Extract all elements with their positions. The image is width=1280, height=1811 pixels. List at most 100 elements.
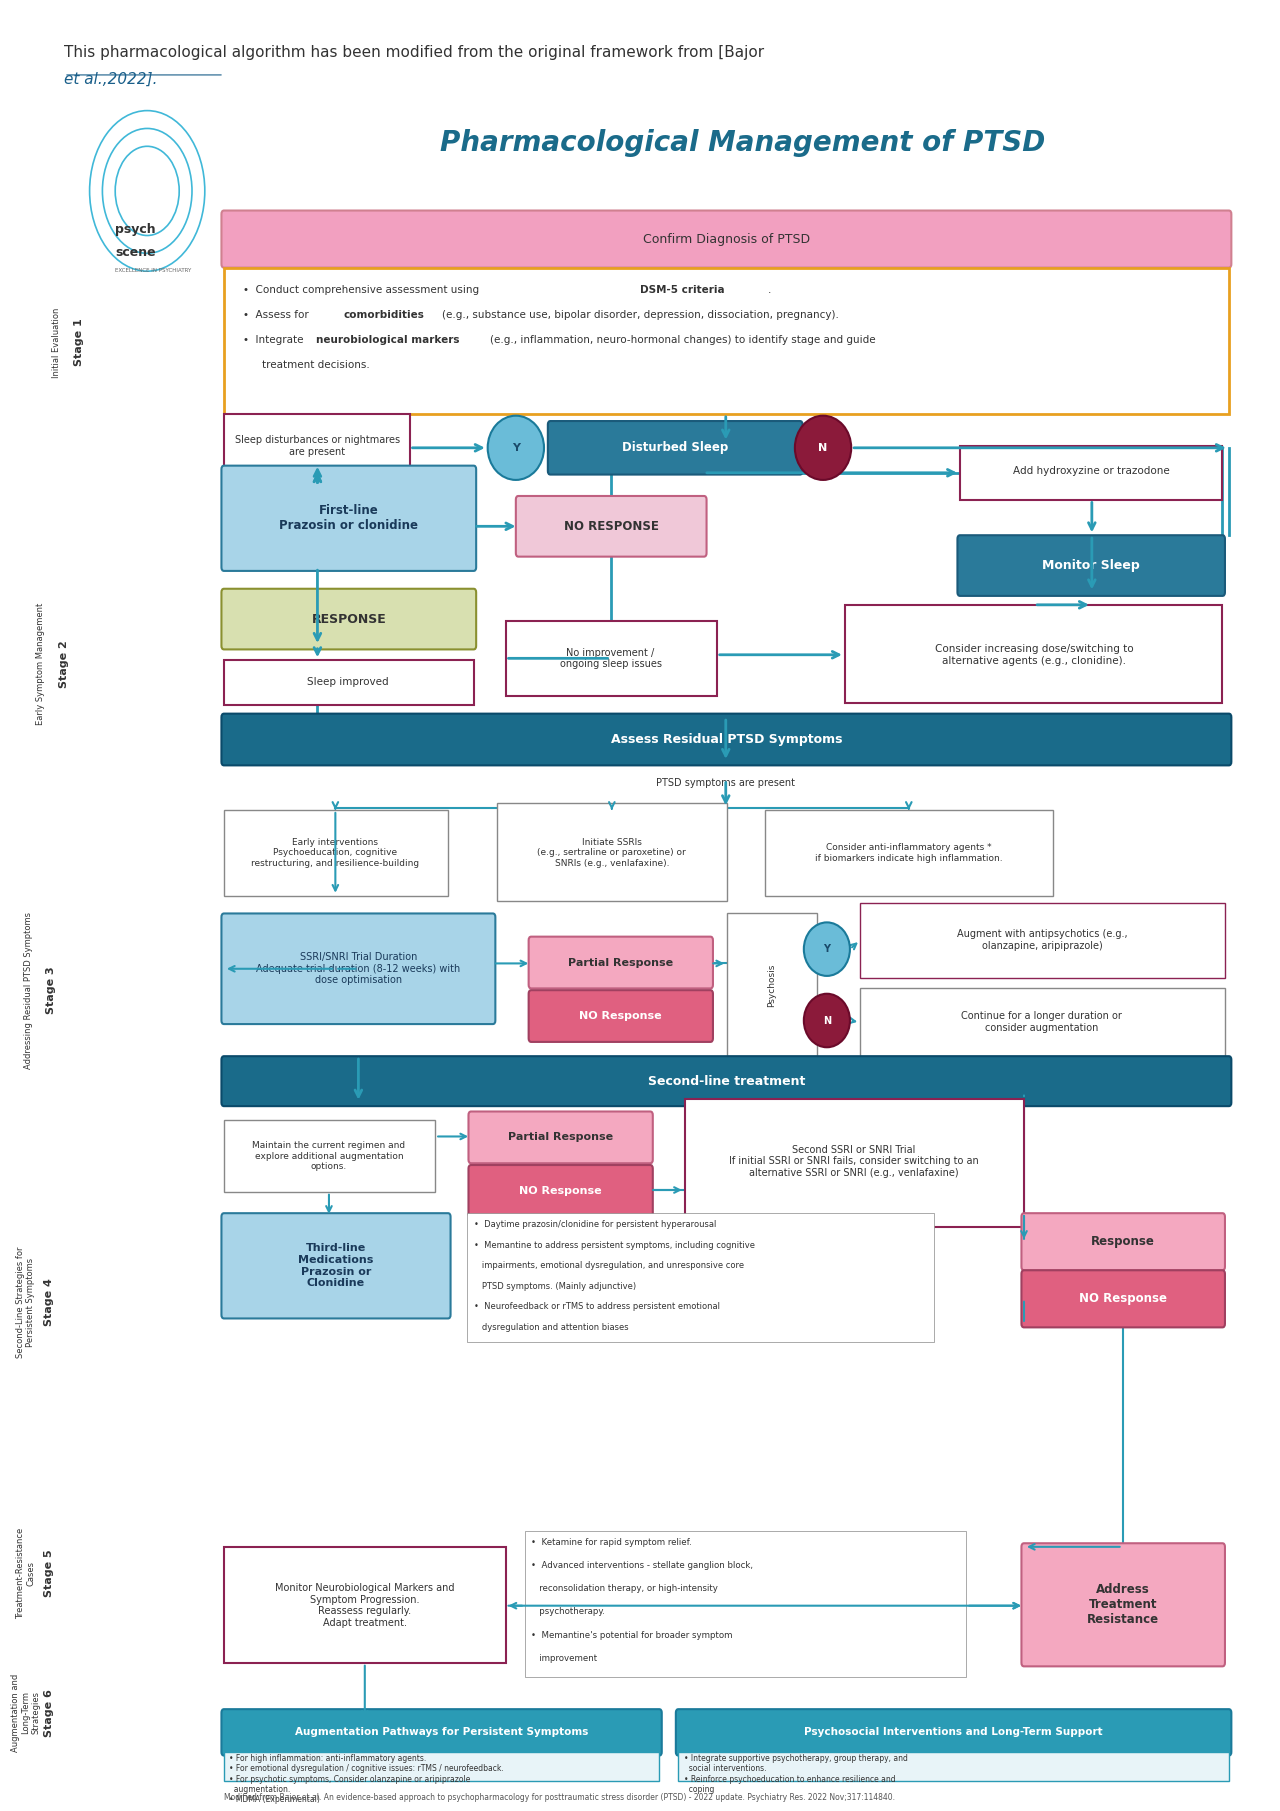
FancyBboxPatch shape — [468, 1112, 653, 1163]
FancyBboxPatch shape — [1021, 1213, 1225, 1270]
Text: •  Memantine to address persistent symptoms, including cognitive: • Memantine to address persistent sympto… — [474, 1241, 755, 1250]
Text: •  Daytime prazosin/clonidine for persistent hyperarousal: • Daytime prazosin/clonidine for persist… — [474, 1221, 716, 1230]
Text: Pharmacological Management of PTSD: Pharmacological Management of PTSD — [440, 129, 1044, 158]
Text: Stage 2: Stage 2 — [59, 639, 69, 688]
FancyBboxPatch shape — [860, 989, 1225, 1056]
Text: Y: Y — [512, 444, 520, 453]
Text: Second-Line Strategies for
Persistent Symptoms: Second-Line Strategies for Persistent Sy… — [15, 1246, 36, 1358]
Text: EXCELLENCE IN PSYCHIATRY: EXCELLENCE IN PSYCHIATRY — [115, 268, 192, 273]
FancyBboxPatch shape — [685, 1099, 1024, 1228]
FancyBboxPatch shape — [678, 1751, 1229, 1780]
FancyBboxPatch shape — [221, 913, 495, 1023]
Text: RESPONSE: RESPONSE — [311, 612, 387, 625]
Text: Disturbed Sleep: Disturbed Sleep — [622, 442, 728, 455]
FancyBboxPatch shape — [221, 465, 476, 570]
FancyBboxPatch shape — [506, 621, 717, 695]
Text: (e.g., substance use, bipolar disorder, depression, dissociation, pregnancy).: (e.g., substance use, bipolar disorder, … — [442, 310, 838, 321]
Text: Consider anti-inflammatory agents *
if biomarkers indicate high inflammation.: Consider anti-inflammatory agents * if b… — [815, 844, 1002, 862]
Text: improvement: improvement — [531, 1653, 598, 1662]
Text: et al.,2022].: et al.,2022]. — [64, 71, 157, 87]
Text: •  Memantine's potential for broader symptom: • Memantine's potential for broader symp… — [531, 1630, 732, 1639]
Text: No improvement /
ongoing sleep issues: No improvement / ongoing sleep issues — [559, 648, 662, 668]
Text: Augment with antipsychotics (e.g.,
olanzapine, aripiprazole): Augment with antipsychotics (e.g., olanz… — [956, 929, 1128, 951]
Text: PTSD symptoms. (Mainly adjunctive): PTSD symptoms. (Mainly adjunctive) — [474, 1282, 636, 1291]
Text: N: N — [823, 1016, 831, 1025]
Text: Monitor Sleep: Monitor Sleep — [1042, 560, 1140, 572]
Text: Initial Evaluation: Initial Evaluation — [51, 308, 61, 378]
Text: NO Response: NO Response — [580, 1011, 662, 1021]
Text: •  Integrate: • Integrate — [243, 335, 307, 346]
Text: Add hydroxyzine or trazodone: Add hydroxyzine or trazodone — [1014, 465, 1170, 476]
Text: Assess Residual PTSD Symptoms: Assess Residual PTSD Symptoms — [611, 733, 842, 746]
FancyBboxPatch shape — [516, 496, 707, 556]
Text: Consider increasing dose/switching to
alternative agents (e.g., clonidine).: Consider increasing dose/switching to al… — [934, 645, 1134, 666]
Text: Addressing Residual PTSD Symptoms: Addressing Residual PTSD Symptoms — [23, 911, 33, 1068]
FancyBboxPatch shape — [221, 1213, 451, 1318]
Text: treatment decisions.: treatment decisions. — [262, 360, 370, 371]
Text: • Integrate supportive psychotherapy, group therapy, and
  social interventions.: • Integrate supportive psychotherapy, gr… — [684, 1753, 908, 1795]
FancyBboxPatch shape — [497, 802, 727, 902]
Text: •  Ketamine for rapid symptom relief.: • Ketamine for rapid symptom relief. — [531, 1538, 692, 1547]
Text: Confirm Diagnosis of PTSD: Confirm Diagnosis of PTSD — [643, 232, 810, 246]
Text: NO Response: NO Response — [1079, 1293, 1167, 1306]
Text: Partial Response: Partial Response — [508, 1132, 613, 1143]
Text: DSM-5 criteria: DSM-5 criteria — [640, 286, 724, 295]
FancyBboxPatch shape — [529, 991, 713, 1041]
Text: Y: Y — [823, 944, 831, 954]
Text: Augmentation and
Long-Term
Strategies: Augmentation and Long-Term Strategies — [10, 1673, 41, 1751]
Text: Stage 6: Stage 6 — [44, 1690, 54, 1737]
Text: (e.g., inflammation, neuro-hormonal changes) to identify stage and guide: (e.g., inflammation, neuro-hormonal chan… — [490, 335, 876, 346]
FancyBboxPatch shape — [224, 1751, 659, 1780]
FancyBboxPatch shape — [224, 661, 474, 704]
FancyBboxPatch shape — [1021, 1543, 1225, 1666]
Text: •  Advanced interventions - stellate ganglion block,: • Advanced interventions - stellate gang… — [531, 1561, 753, 1570]
FancyBboxPatch shape — [1021, 1270, 1225, 1327]
Text: neurobiological markers: neurobiological markers — [316, 335, 460, 346]
Text: • For high inflammation: anti-inflammatory agents.
• For emotional dysregulation: • For high inflammation: anti-inflammato… — [229, 1753, 504, 1804]
FancyBboxPatch shape — [467, 1213, 934, 1342]
Text: Second-line treatment: Second-line treatment — [648, 1074, 805, 1088]
Text: PTSD symptoms are present: PTSD symptoms are present — [657, 779, 795, 788]
Text: Psychosis: Psychosis — [767, 963, 777, 1007]
Ellipse shape — [795, 417, 851, 480]
Text: .: . — [768, 286, 772, 295]
Text: impairments, emotional dysregulation, and unresponsive core: impairments, emotional dysregulation, an… — [474, 1262, 744, 1270]
Text: Sleep disturbances or nightmares
are present: Sleep disturbances or nightmares are pre… — [234, 435, 401, 456]
FancyBboxPatch shape — [224, 415, 410, 485]
FancyBboxPatch shape — [727, 913, 817, 1056]
Ellipse shape — [804, 922, 850, 976]
Text: •  Conduct comprehensive assessment using: • Conduct comprehensive assessment using — [243, 286, 483, 295]
Text: dysregulation and attention biases: dysregulation and attention biases — [474, 1322, 628, 1331]
Text: Maintain the current regimen and
explore additional augmentation
options.: Maintain the current regimen and explore… — [252, 1141, 406, 1172]
FancyBboxPatch shape — [548, 420, 803, 474]
FancyBboxPatch shape — [221, 210, 1231, 268]
Text: Third-line
Medications
Prazosin or
Clonidine: Third-line Medications Prazosin or Cloni… — [298, 1244, 374, 1288]
Text: Stage 1: Stage 1 — [74, 319, 84, 366]
Text: Modified from Bajor et al. An evidence-based approach to psychopharmacology for : Modified from Bajor et al. An evidence-b… — [224, 1793, 895, 1802]
Text: •  Assess for: • Assess for — [243, 310, 312, 321]
Text: psych: psych — [115, 223, 156, 235]
Text: Continue for a longer duration or
consider augmentation: Continue for a longer duration or consid… — [961, 1012, 1123, 1032]
Text: SSRI/SNRI Trial Duration
Adequate trial duration (8-12 weeks) with
dose optimisa: SSRI/SNRI Trial Duration Adequate trial … — [256, 953, 461, 985]
FancyBboxPatch shape — [860, 902, 1225, 978]
FancyBboxPatch shape — [221, 714, 1231, 766]
Text: scene: scene — [115, 246, 156, 259]
Text: Early Symptom Management: Early Symptom Management — [36, 603, 46, 724]
Text: First-line
Prazosin or clonidine: First-line Prazosin or clonidine — [279, 503, 419, 532]
FancyBboxPatch shape — [221, 589, 476, 650]
FancyBboxPatch shape — [765, 810, 1053, 896]
FancyBboxPatch shape — [525, 1530, 966, 1677]
FancyBboxPatch shape — [224, 1121, 435, 1192]
FancyBboxPatch shape — [224, 268, 1229, 415]
Text: reconsolidation therapy, or high-intensity: reconsolidation therapy, or high-intensi… — [531, 1585, 718, 1594]
FancyBboxPatch shape — [224, 810, 448, 896]
FancyBboxPatch shape — [221, 1710, 662, 1755]
Text: NO Response: NO Response — [520, 1186, 602, 1195]
FancyBboxPatch shape — [957, 536, 1225, 596]
Text: Augmentation Pathways for Persistent Symptoms: Augmentation Pathways for Persistent Sym… — [294, 1728, 589, 1737]
FancyBboxPatch shape — [960, 446, 1222, 500]
Text: Psychosocial Interventions and Long-Term Support: Psychosocial Interventions and Long-Term… — [804, 1728, 1103, 1737]
Text: Monitor Neurobiological Markers and
Symptom Progression.
Reassess regularly.
Ada: Monitor Neurobiological Markers and Symp… — [275, 1583, 454, 1628]
Text: N: N — [818, 444, 828, 453]
Text: Early interventions
Psychoeducation, cognitive
restructuring, and resilience-bui: Early interventions Psychoeducation, cog… — [251, 838, 420, 867]
